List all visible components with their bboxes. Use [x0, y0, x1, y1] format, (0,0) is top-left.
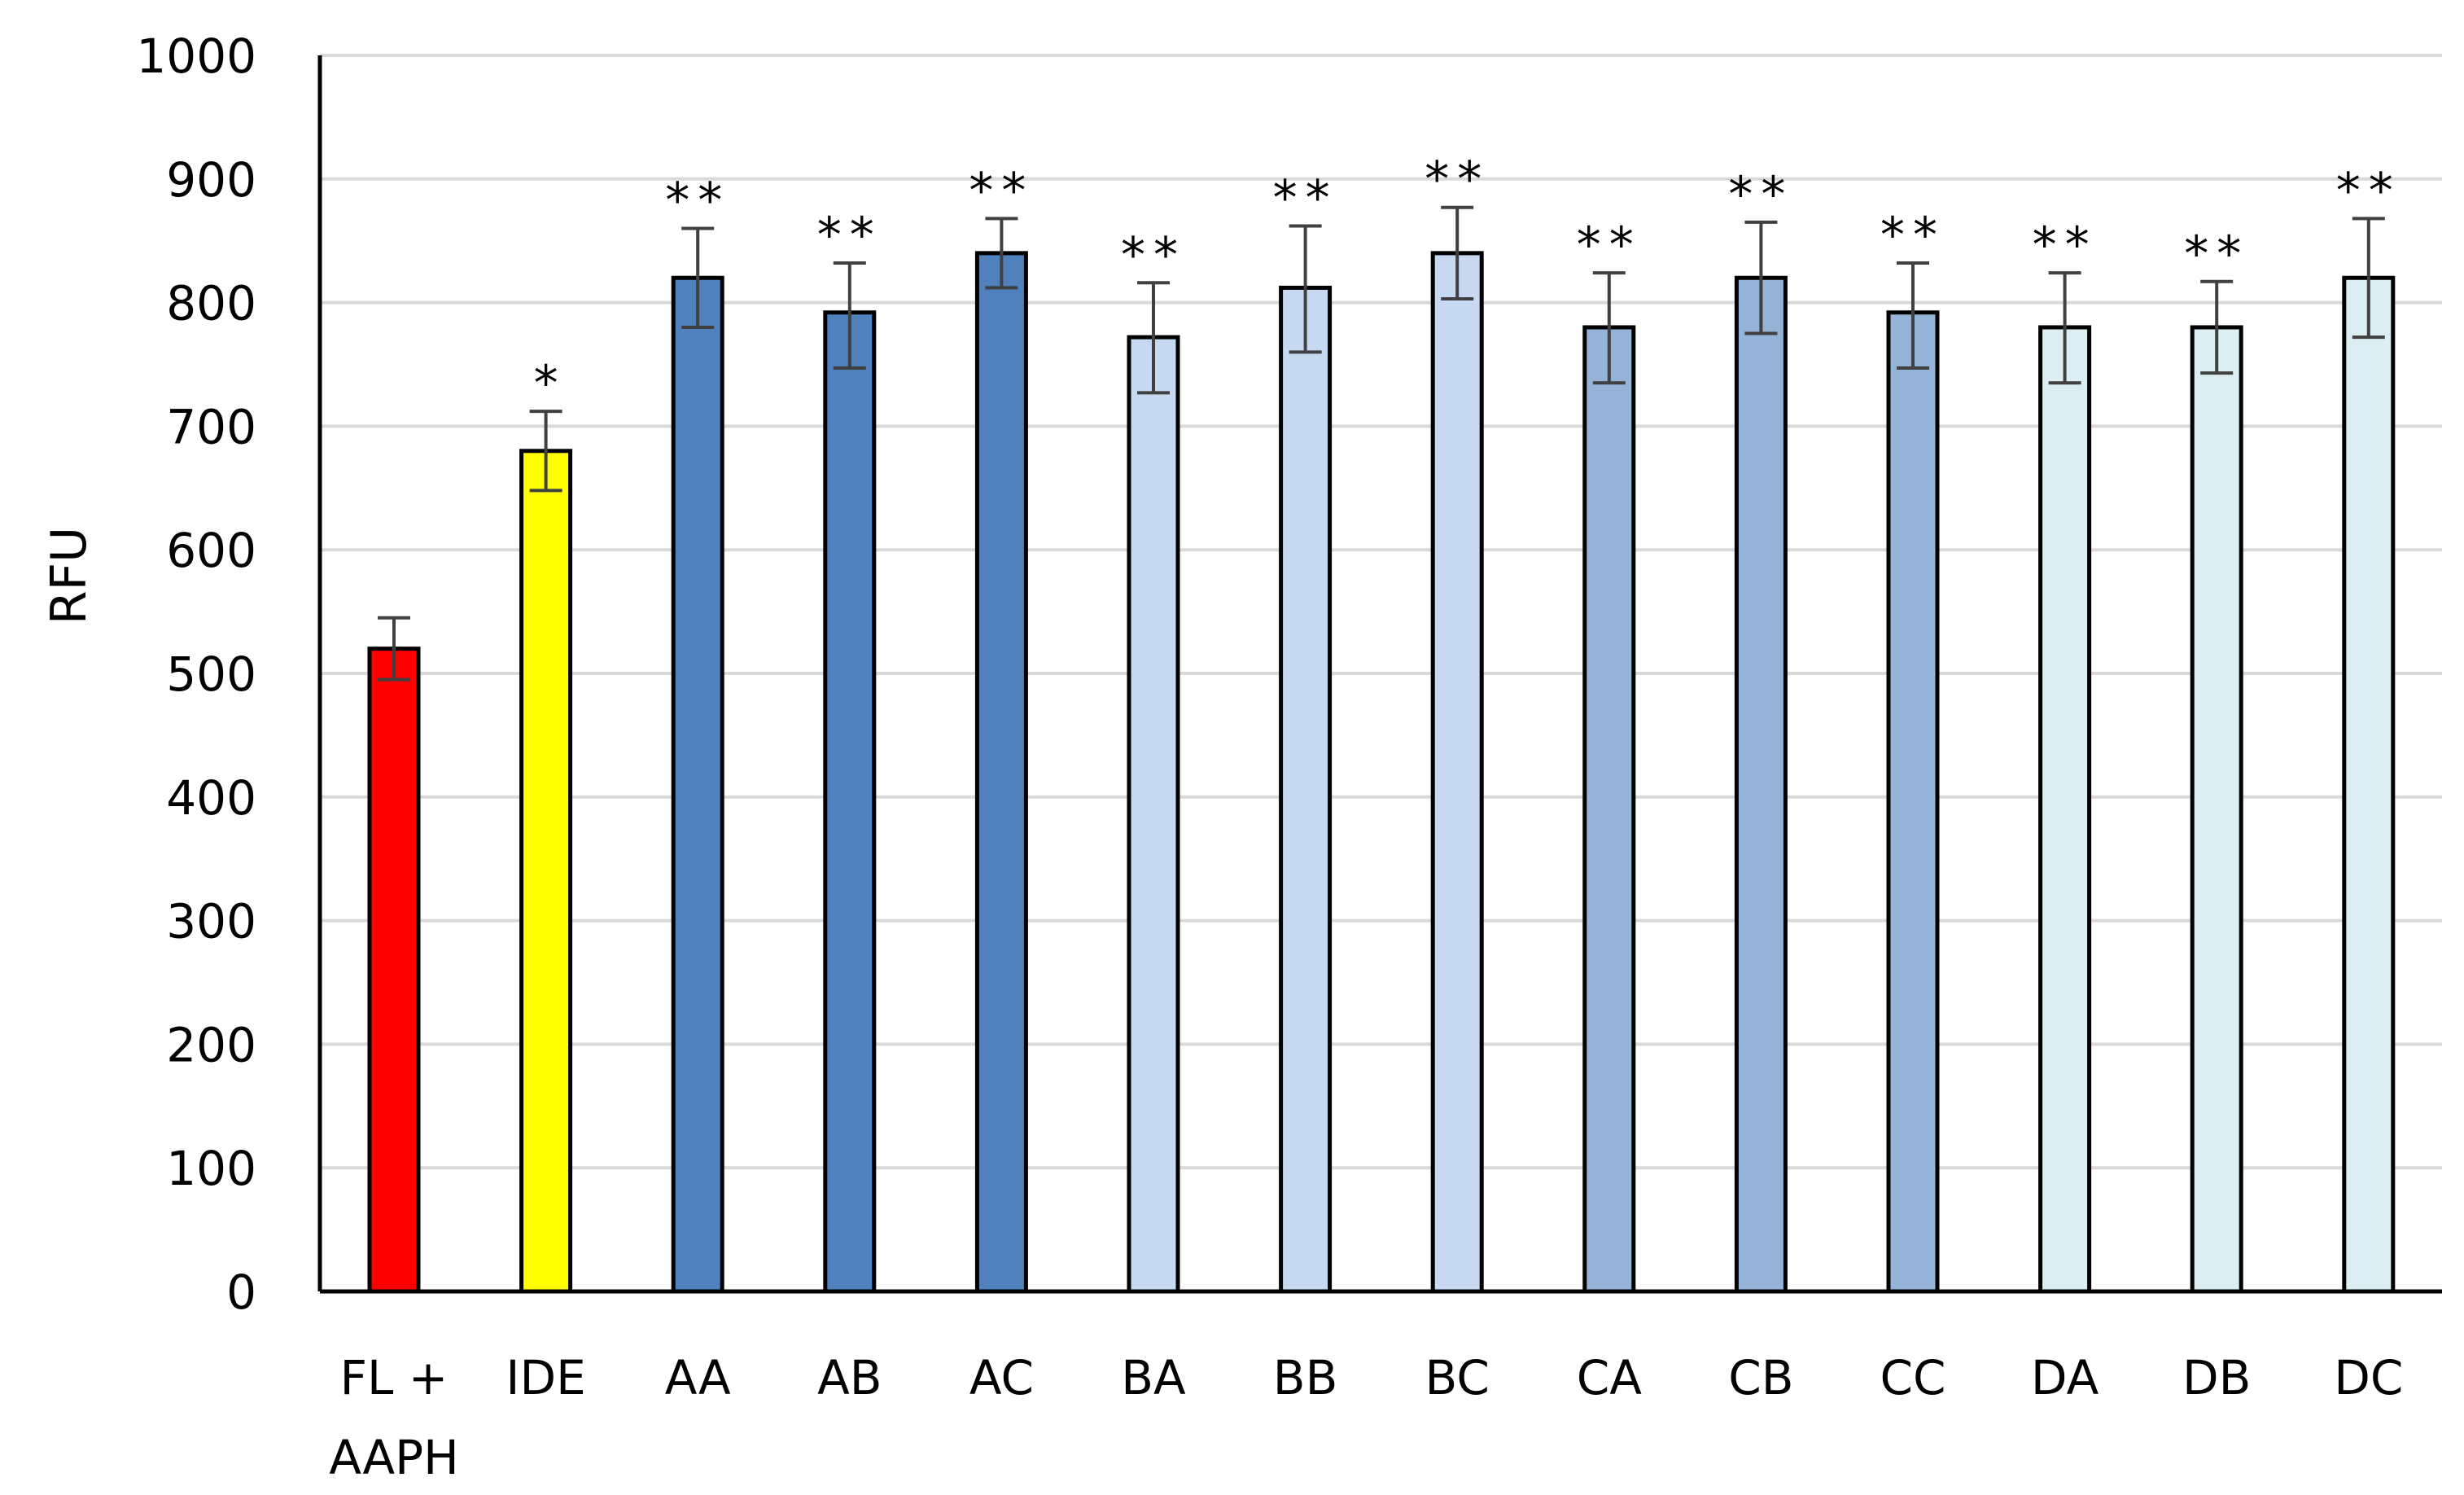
error-bar: [833, 261, 866, 370]
bar: [1734, 275, 1788, 1294]
error-bar: [1592, 271, 1626, 385]
bar: [1430, 251, 1484, 1294]
y-tick-label: 800: [166, 276, 256, 331]
significance-marker: *: [534, 355, 558, 412]
y-tick-label: 900: [166, 152, 256, 208]
x-category-label: BA: [1121, 1350, 1186, 1405]
significance-marker: **: [1121, 226, 1186, 283]
y-tick-labels: 0 100 200 300 400 500 600 700 800 900 1000: [136, 28, 256, 1320]
x-category-label: CC: [1880, 1350, 1946, 1405]
x-category-label: AC: [969, 1350, 1034, 1405]
bars: [367, 251, 2396, 1294]
significance-markers: *********** ******** ** ****: [534, 151, 2401, 412]
error-bar: [1289, 224, 1322, 354]
x-category-label: IDE: [505, 1350, 585, 1405]
x-category-label: BB: [1273, 1350, 1338, 1405]
y-tick-label: 700: [166, 399, 256, 454]
x-category-label: DA: [2031, 1350, 2099, 1405]
x-category-label: CB: [1728, 1350, 1793, 1405]
error-bar: [1744, 220, 1778, 335]
significance-marker: **: [1577, 217, 1642, 274]
significance-marker: **: [1880, 207, 1945, 264]
y-tick-label: 1000: [136, 28, 256, 84]
significance-marker: **: [1425, 151, 1490, 208]
y-tick-label: 600: [166, 523, 256, 578]
bar: [1279, 285, 1333, 1294]
significance-marker: **: [969, 162, 1034, 219]
significance-marker: **: [817, 207, 882, 264]
error-bar: [2048, 271, 2081, 385]
bar: [823, 310, 877, 1294]
error-bar: [2200, 279, 2234, 375]
y-tick-label: 400: [166, 770, 256, 826]
x-category-label: FL +: [340, 1350, 449, 1405]
x-category-label: DC: [2334, 1350, 2403, 1405]
axes: [317, 55, 2442, 1294]
x-category-labels: FL + AAPH IDE AA AB AC BA BB BC CA CB CC DA DB DC: [329, 1350, 2403, 1485]
significance-marker: **: [2184, 226, 2249, 283]
bar: [671, 275, 724, 1294]
error-bar: [378, 616, 410, 682]
significance-marker: **: [2033, 217, 2098, 274]
error-bar: [529, 410, 562, 493]
x-category-label: AB: [817, 1350, 882, 1405]
bar: [2342, 275, 2396, 1294]
error-bar: [681, 226, 715, 329]
significance-marker: **: [2336, 162, 2401, 219]
y-tick-label: 200: [166, 1017, 256, 1072]
y-tick-label: 500: [166, 647, 256, 702]
error-bar: [1897, 261, 1929, 370]
gridlines: [320, 54, 2442, 1170]
bar: [2190, 325, 2243, 1294]
error-bars: [378, 205, 2385, 682]
y-tick-label: 0: [226, 1265, 256, 1320]
y-tick-label: 100: [166, 1141, 256, 1196]
error-bar: [1441, 205, 1474, 301]
significance-marker: **: [665, 173, 730, 230]
error-bar: [2352, 217, 2385, 340]
bar: [974, 251, 1028, 1294]
bar: [2038, 325, 2092, 1294]
bar: [519, 449, 573, 1294]
x-category-label: BC: [1425, 1350, 1490, 1405]
error-bar: [1137, 281, 1170, 395]
bar: [1127, 335, 1180, 1294]
y-axis-title: RFU: [41, 527, 98, 625]
error-bar: [985, 217, 1018, 290]
x-category-label: AAPH: [329, 1430, 459, 1485]
significance-marker: **: [1273, 169, 1338, 226]
bar: [1582, 325, 1636, 1294]
bar: [367, 647, 421, 1294]
x-category-label: CA: [1577, 1350, 1642, 1405]
x-category-label: AA: [665, 1350, 731, 1405]
y-tick-label: 300: [166, 894, 256, 949]
x-category-label: DB: [2182, 1350, 2251, 1405]
significance-marker: **: [1728, 166, 1793, 223]
bar: [1886, 310, 1940, 1294]
